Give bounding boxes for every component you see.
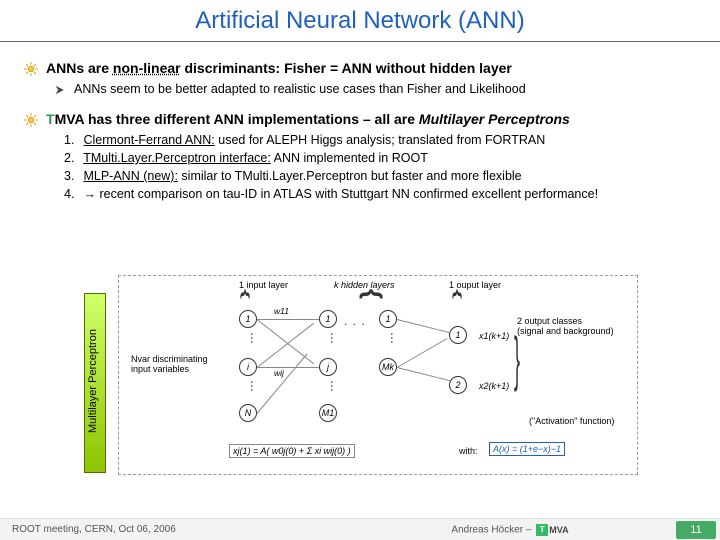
dots-text: . . . — [344, 314, 366, 328]
item-num: 1. — [64, 133, 80, 147]
edge — [397, 338, 448, 368]
node-hidden-1b: 1 — [379, 310, 397, 328]
diagram-side-label: Multilayer Perceptron — [87, 329, 99, 433]
footer-left: ROOT meeting, CERN, Oct 06, 2006 — [0, 524, 344, 535]
node-hidden-Mk: Mk — [379, 358, 397, 376]
bullet-1: ANNs are non-linear discriminants: Fishe… — [24, 60, 696, 76]
edge — [397, 319, 451, 333]
label-hidden-layers: k hidden layers — [334, 280, 395, 290]
brace-icon: } — [514, 324, 520, 393]
label-with: with: — [459, 446, 478, 456]
item-u: Clermont-Ferrand ANN: — [83, 133, 214, 147]
weight-label: w11 — [274, 306, 289, 316]
content-area: ANNs are non-linear discriminants: Fishe… — [0, 42, 720, 201]
node-output-1: 1 — [449, 326, 467, 344]
dots-icon: ⋯ — [385, 332, 399, 345]
b2-em: Multilayer Perceptrons — [419, 111, 570, 127]
dots-icon: ⋯ — [245, 380, 259, 393]
sun-icon — [24, 113, 38, 127]
sub-bullet-1: ANNs seem to be better adapted to realis… — [54, 82, 696, 97]
node-input-i: i — [239, 358, 257, 376]
dots-icon: ⋯ — [245, 332, 259, 345]
page-number: 11 — [676, 521, 716, 539]
node-label: N — [245, 408, 252, 418]
edge — [257, 323, 314, 368]
node-label: 1 — [385, 314, 390, 324]
node-hidden-j: j — [319, 358, 337, 376]
b1-suffix: discriminants: Fisher = ANN without hidd… — [181, 60, 512, 76]
edge — [257, 353, 308, 413]
node-label: 1 — [455, 330, 460, 340]
list-item: 2. TMulti.Layer.Perceptron interface: AN… — [64, 151, 696, 165]
node-label: 2 — [455, 380, 460, 390]
item-rest: similar to TMulti.Layer.Perceptron but f… — [178, 169, 522, 183]
out-label: x1(k+1) — [479, 331, 509, 341]
edge — [257, 319, 314, 364]
slide: Artificial Neural Network (ANN) ANNs are… — [0, 0, 720, 540]
sub1-text: ANNs seem to be better adapted to realis… — [74, 82, 526, 96]
label-activation: ("Activation" function) — [529, 416, 614, 426]
title-bar: Artificial Neural Network (ANN) — [0, 0, 720, 42]
bullet-2: TMVA has three different ANN implementat… — [24, 111, 696, 127]
node-label: M1 — [322, 408, 335, 418]
b1-mid: non-linear — [113, 60, 181, 76]
formula-1: xj(1) = A( w0j(0) + Σ xi wij(0) ) — [229, 444, 355, 458]
diagram-box: 1 input layer k hidden layers 1 ouput la… — [118, 275, 638, 475]
dots-icon: ⋯ — [325, 332, 339, 345]
node-label: 1 — [325, 314, 330, 324]
node-label: j — [327, 362, 329, 372]
label-output-classes: 2 output classes (signal and background) — [517, 316, 614, 336]
out-label: x2(k+1) — [479, 381, 509, 391]
b1-prefix: ANNs are — [46, 60, 113, 76]
edge — [397, 367, 451, 381]
node-label: 1 — [245, 314, 250, 324]
node-hidden-M1: M1 — [319, 404, 337, 422]
dots-icon: ⋯ — [325, 380, 339, 393]
item-rest: → recent comparison on tau-ID in ATLAS w… — [83, 187, 598, 201]
numbered-list: 1. Clermont-Ferrand ANN: used for ALEPH … — [64, 133, 696, 201]
slide-title: Artificial Neural Network (ANN) — [195, 7, 524, 35]
diagram: Multilayer Perceptron 1 input layer k hi… — [84, 275, 644, 485]
edge — [257, 367, 319, 368]
bullet-2-text: TMVA has three different ANN implementat… — [46, 111, 570, 127]
b2-brand: T — [46, 111, 55, 127]
edge — [257, 319, 319, 320]
formula-2: A(x) = (1+e−x)−1 — [489, 442, 565, 456]
node-input-1: 1 — [239, 310, 257, 328]
item-rest: ANN implemented in ROOT — [271, 151, 428, 165]
label-output-layer: 1 ouput layer — [449, 280, 501, 290]
arrow-icon — [54, 83, 68, 97]
node-hidden-1a: 1 — [319, 310, 337, 328]
tmva-logo: T MVA — [536, 524, 568, 536]
list-item: 1. Clermont-Ferrand ANN: used for ALEPH … — [64, 133, 696, 147]
logo-text: MVA — [549, 525, 568, 535]
node-label: Mk — [382, 362, 394, 372]
item-num: 3. — [64, 169, 80, 183]
label-nvar: Nvar discriminating input variables — [131, 354, 231, 374]
bullet-1-text: ANNs are non-linear discriminants: Fishe… — [46, 60, 512, 76]
list-item: 4. → recent comparison on tau-ID in ATLA… — [64, 187, 696, 201]
node-output-2: 2 — [449, 376, 467, 394]
sun-icon — [24, 62, 38, 76]
item-u: TMulti.Layer.Perceptron interface: — [83, 151, 271, 165]
item-num: 2. — [64, 151, 80, 165]
list-item: 3. MLP-ANN (new): similar to TMulti.Laye… — [64, 169, 696, 183]
footer-center: Andreas Höcker – T MVA — [344, 524, 676, 536]
label-input-layer: 1 input layer — [239, 280, 288, 290]
weight-label: wij — [274, 368, 284, 378]
item-rest: used for ALEPH Higgs analysis; translate… — [215, 133, 545, 147]
node-label: i — [247, 362, 249, 372]
node-input-N: N — [239, 404, 257, 422]
footer: ROOT meeting, CERN, Oct 06, 2006 Andreas… — [0, 518, 720, 540]
footer-author: Andreas Höcker – — [451, 524, 531, 535]
item-num: 4. — [64, 187, 80, 201]
item-u: MLP-ANN (new): — [83, 169, 177, 183]
b2-rest: MVA has three different ANN implementati… — [55, 111, 419, 127]
logo-t-icon: T — [536, 524, 548, 536]
